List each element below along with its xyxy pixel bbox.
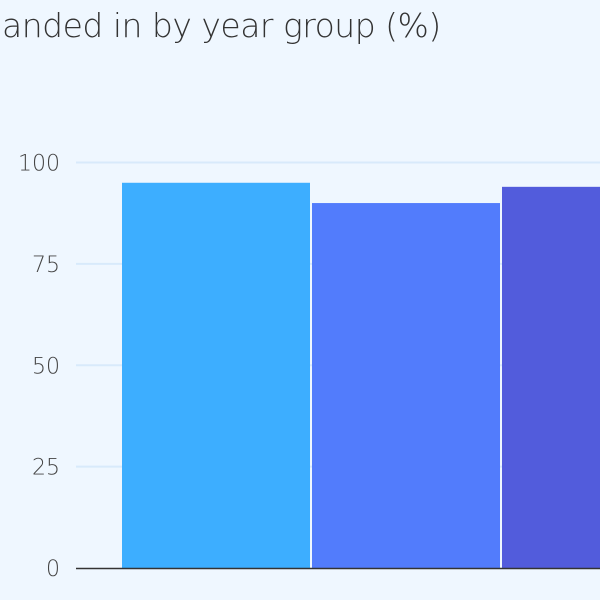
y-tick-label: 50 — [32, 354, 60, 379]
chart-title: anded in by year group (%) — [2, 6, 441, 45]
bar — [122, 182, 310, 568]
bar — [312, 203, 500, 569]
y-tick-label: 100 — [18, 152, 60, 177]
bar — [502, 186, 600, 568]
y-tick-label: 75 — [32, 253, 60, 278]
y-tick-label: 0 — [46, 557, 60, 582]
y-tick-label: 25 — [32, 456, 60, 481]
